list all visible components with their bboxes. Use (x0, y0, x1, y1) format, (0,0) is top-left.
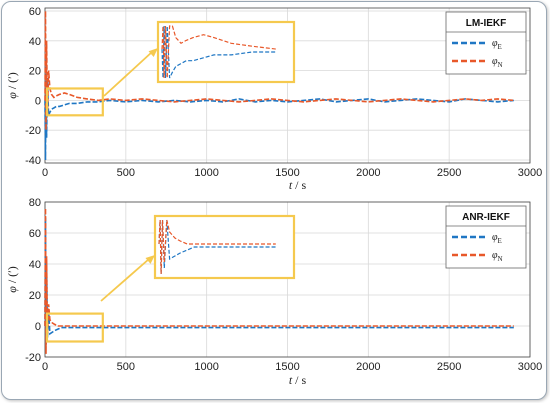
x-axis-symbol: t (289, 178, 293, 192)
legend-symbol: φ (492, 250, 498, 261)
inset-series-line-N (161, 25, 277, 79)
legend-subscript: E (498, 43, 502, 51)
x-tick-label: 2500 (437, 361, 461, 373)
y-tick-label: 40 (29, 36, 41, 48)
legend-subscript: E (498, 237, 502, 245)
y-axis-label: φ / (′) (5, 266, 19, 293)
x-tick-label: 0 (42, 167, 48, 179)
x-tick-label: 3000 (518, 361, 542, 373)
x-tick-label: 0 (42, 361, 48, 373)
inset-series-line-E (161, 25, 277, 79)
y-tick-label: -20 (25, 352, 41, 364)
legend-subscript: N (498, 255, 503, 263)
x-tick-label: 3000 (518, 167, 542, 179)
legend-item-E: φE (492, 232, 502, 245)
legend-symbol: φ (492, 232, 498, 243)
y-tick-label: 0 (35, 321, 41, 333)
x-tick-label: 2000 (356, 167, 380, 179)
y-tick-label: 60 (29, 6, 41, 18)
legend-symbol: φ (492, 56, 498, 67)
y-axis-unit: / (′) (5, 72, 19, 92)
y-axis-symbol: φ (5, 92, 19, 99)
x-axis-label: t / s (289, 178, 307, 192)
zoom-arrow-head (145, 255, 155, 264)
zoom-region-box (45, 87, 104, 117)
zoom-arrow (100, 258, 150, 302)
y-tick-label: 80 (29, 197, 41, 209)
legend-symbol: φ (492, 38, 498, 49)
x-axis-symbol: t (289, 373, 293, 387)
legend-box (445, 205, 527, 269)
legend-box (445, 11, 527, 75)
chart-panel-1: 0 500 1000 1500 2000 2500 3000 -40 -20 0 20 40 60 t /… (5, 6, 542, 192)
x-tick-label: 1500 (275, 167, 299, 179)
series-line-N (44, 208, 514, 354)
x-axis-unit: / s (292, 373, 306, 387)
y-tick-label: -20 (25, 125, 41, 137)
y-tick-label: 20 (29, 66, 41, 78)
x-tick-label: 2500 (437, 167, 461, 179)
x-tick-label: 1500 (275, 361, 299, 373)
y-axis-unit: / (′) (5, 266, 19, 286)
x-axis-label: t / s (289, 373, 307, 387)
legend-item-N: φN (492, 56, 503, 69)
y-tick-label: -40 (25, 155, 41, 167)
x-tick-label: 500 (117, 361, 135, 373)
legend-item-E: φE (492, 38, 502, 51)
x-axis-unit: / s (292, 178, 306, 192)
y-tick-label: 40 (29, 259, 41, 271)
inset-series-line-N (158, 219, 276, 275)
zoom-arrow-head (148, 48, 158, 58)
x-tick-label: 500 (117, 167, 135, 179)
zoom-region-box (45, 312, 104, 343)
y-axis-label: φ / (′) (5, 72, 19, 99)
x-tick-label: 2000 (356, 361, 380, 373)
y-tick-label: 0 (35, 95, 41, 107)
y-tick-label: 20 (29, 290, 41, 302)
legend-title: LM-IEKF (466, 18, 507, 29)
legend-subscript: N (498, 61, 503, 69)
x-tick-label: 1000 (194, 167, 218, 179)
legend-item-N: φN (492, 250, 503, 263)
y-tick-label: 60 (29, 228, 41, 240)
series-line-N (44, 10, 514, 131)
zoom-arrow (103, 51, 153, 97)
y-axis-symbol: φ (5, 286, 19, 293)
x-tick-label: 1000 (194, 361, 218, 373)
legend-title: ANR-IEKF (462, 212, 510, 223)
